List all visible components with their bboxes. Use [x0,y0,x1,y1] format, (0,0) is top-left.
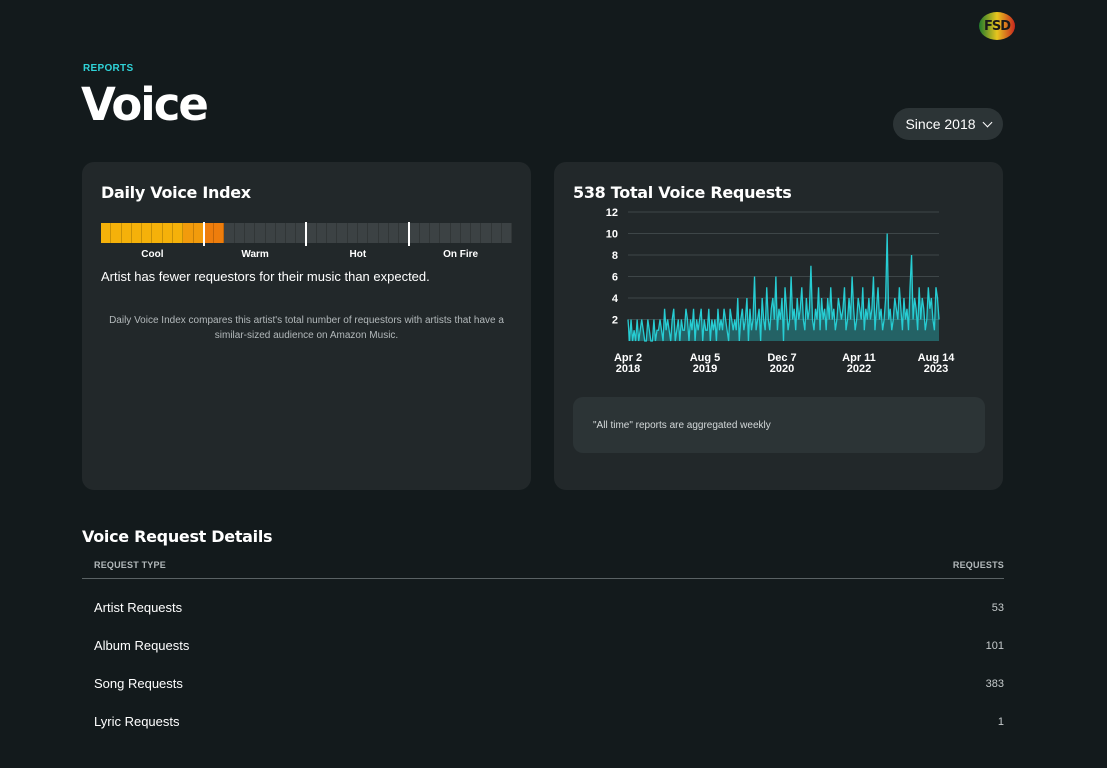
details-title: Voice Request Details [82,527,273,546]
series-line [627,233,940,342]
total-requests-title: 538 Total Voice Requests [573,183,792,202]
table-header: REQUEST TYPE REQUESTS [82,556,1004,579]
index-segment [491,223,502,243]
x-tick-label: Aug 14 [918,352,956,364]
voice-request-details-table: REQUEST TYPE REQUESTS Artist Requests 53… [82,556,1004,731]
index-segment [234,223,245,243]
column-header-requests[interactable]: REQUESTS [952,560,1004,570]
voice-index-labels: Cool Warm Hot On Fire [101,249,512,260]
index-segment [121,223,132,243]
aggregation-note-box: "All time" reports are aggregated weekly [573,397,985,453]
index-divider-cool-warm [203,222,205,246]
index-segment [172,223,184,243]
index-segment [162,223,173,243]
x-tick-year-label: 2022 [847,363,871,375]
request-count-cell: 101 [985,640,1004,652]
request-type-cell: Album Requests [94,638,190,653]
request-count-cell: 53 [991,602,1004,614]
y-tick-label: 8 [612,250,618,262]
x-tick-label: Apr 11 [842,352,876,364]
index-segment [347,223,359,243]
index-segment [131,223,143,243]
x-tick-year-label: 2020 [770,363,794,375]
index-segment [440,223,451,243]
x-tick-label: Dec 7 [767,352,796,364]
y-tick-label: 10 [606,229,618,241]
request-type-cell: Lyric Requests [94,714,180,729]
index-divider-warm-hot [305,222,307,246]
table-row: Artist Requests 53 [82,579,1004,617]
index-segment [244,223,256,243]
user-avatar[interactable]: FSD [979,12,1015,40]
index-segment [275,223,287,243]
index-segment [378,223,389,243]
table-row: Lyric Requests 1 [82,693,1004,731]
page-title: Voice [81,78,209,131]
index-segment [368,223,379,243]
x-tick-label: Aug 5 [690,352,721,364]
table-row: Song Requests 383 [82,655,1004,693]
voice-index-description: Daily Voice Index compares this artist's… [109,315,504,341]
index-segment [419,223,430,243]
index-segment [337,223,348,243]
date-range-dropdown[interactable]: Since 2018 [893,108,1003,140]
index-segment [501,223,513,243]
date-range-label: Since 2018 [905,116,976,132]
index-segment [142,223,153,243]
index-segment [111,223,122,243]
index-segment [203,223,215,243]
request-count-cell: 1 [997,716,1004,728]
index-segment [358,223,369,243]
y-tick-label: 6 [612,272,618,284]
aggregation-note: "All time" reports are aggregated weekly [593,420,771,431]
y-tick-label: 2 [612,315,618,327]
request-count-cell: 383 [985,678,1004,690]
voice-index-bar [101,223,513,243]
breadcrumb-reports[interactable]: REPORTS [83,63,134,74]
table-row: Album Requests 101 [82,617,1004,655]
index-segment [255,223,266,243]
index-divider-hot-fire [408,222,410,246]
index-segment [224,223,235,243]
index-label-warm: Warm [241,249,269,260]
daily-voice-index-card: Daily Voice Index Cool Warm Hot On Fire … [82,162,531,490]
index-segment [286,223,297,243]
index-segment [101,223,112,243]
index-segment [152,223,163,243]
index-segment [183,223,194,243]
index-label-cool: Cool [141,249,164,260]
index-segment [388,223,400,243]
index-segment [460,223,472,243]
index-segment [306,223,317,243]
y-tick-label: 12 [606,207,618,219]
index-segment [481,223,492,243]
x-tick-year-label: 2019 [693,363,717,375]
index-label-on-fire: On Fire [443,249,479,260]
x-tick-label: Apr 2 [614,352,642,364]
y-tick-label: 4 [612,293,619,305]
voice-index-title: Daily Voice Index [101,183,251,202]
index-segment [409,223,420,243]
index-segment [316,223,328,243]
index-segment [214,223,225,243]
voice-index-status: Artist has fewer requestors for their mu… [101,269,430,284]
x-tick-year-label: 2023 [924,363,948,375]
request-type-cell: Song Requests [94,676,183,691]
avatar-text: FSD [983,18,1011,34]
x-tick-year-label: 2018 [616,363,640,375]
index-segment [450,223,461,243]
request-type-cell: Artist Requests [94,600,183,615]
column-header-request-type[interactable]: REQUEST TYPE [94,560,166,570]
index-label-hot: Hot [349,249,367,260]
index-segment [471,223,482,243]
index-segment [430,223,441,243]
index-segment [327,223,338,243]
index-segment [265,223,276,243]
total-voice-requests-card: 538 Total Voice Requests 2 4 6 8 10 12 Apr 2 20… [554,162,1003,490]
chevron-down-icon [982,117,992,127]
